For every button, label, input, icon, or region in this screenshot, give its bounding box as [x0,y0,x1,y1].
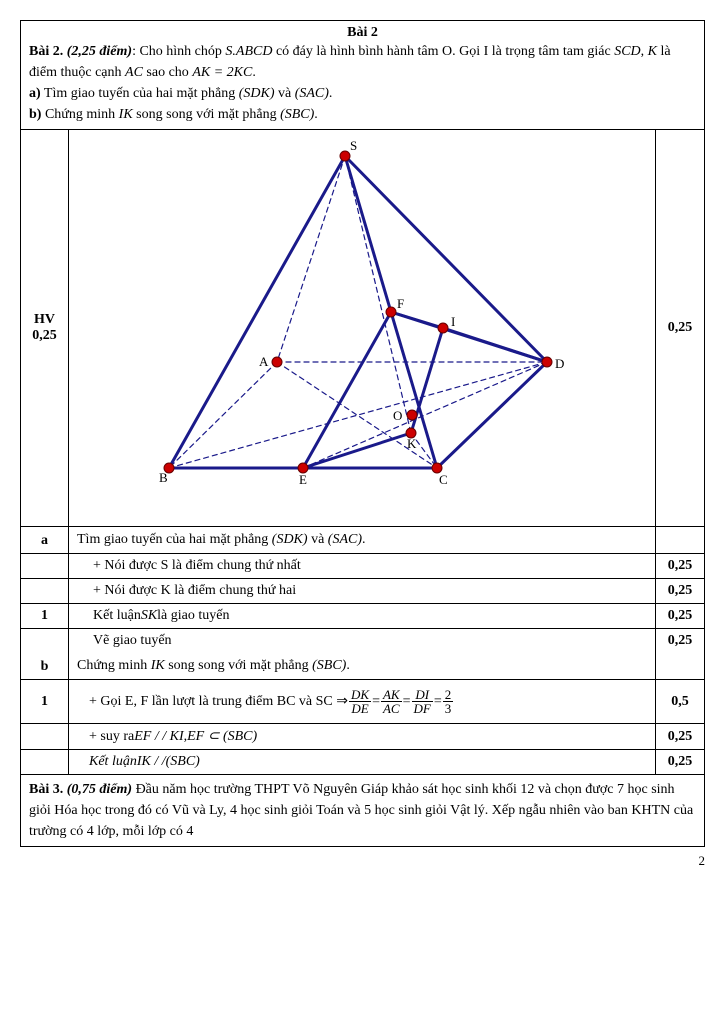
lesson-title: Bài 2 [29,25,696,41]
svg-text:S: S [350,138,357,153]
svg-text:I: I [451,314,455,329]
svg-text:O: O [393,408,402,423]
diagram-left-label: HV 0,25 [21,130,69,526]
section-a-subrow: 1 Kết luận SK là giao tuyến0,25 [21,604,704,629]
fraction-di-df: DIDF [412,688,433,715]
part-a-label: a) [29,86,41,101]
section-a-rows: + Nói được S là điểm chung thứ nhất0,25+… [21,554,704,653]
problem-3: Bài 3. (0,75 điểm) Đầu năm học trường TH… [21,775,704,846]
section-a-title: Tìm giao tuyến của hai mặt phẳng (SDK) v… [69,527,656,553]
section-b-label: b [21,653,69,679]
section-a-num: 1 [21,604,69,628]
svg-text:E: E [299,472,307,487]
section-b-row3: Kết luận IK / /(SBC) 0,25 [21,750,704,775]
fraction-2-3: 23 [443,688,454,715]
part-b-label: b) [29,107,41,122]
svg-text:A: A [259,354,269,369]
fraction-ak-ac: AKAC [381,688,402,715]
diagram-row: HV 0,25 S B E C D A OK F I 0,25 [21,130,704,527]
problem-header: Bài 2 Bài 2. (2,25 điểm): Cho hình chóp … [21,21,704,130]
section-a-subrow: Vẽ giao tuyến0,25 [21,629,704,653]
geometry-diagram: S B E C D A OK F I [127,138,597,518]
section-a-subrow: + Nói được S là điểm chung thứ nhất0,25 [21,554,704,579]
section-b-title: Chứng minh IK song song với mặt phẳng (S… [69,653,656,679]
section-b-num: 1 [21,680,69,723]
svg-text:B: B [159,470,168,485]
section-a-title-row: a Tìm giao tuyến của hai mặt phẳng (SDK)… [21,527,704,554]
diagram-right-pts: 0,25 [656,130,704,526]
section-b-title-row: b Chứng minh IK song song với mặt phẳng … [21,653,704,680]
page-number: 2 [20,853,705,869]
section-b-row1: 1 + Gọi E, F lần lượt là trung điểm BC v… [21,680,704,724]
section-b-row2: + suy ra EF / / KI , EF ⊂ (SBC) 0,25 [21,724,704,750]
svg-text:D: D [555,356,564,371]
diagram-cell: S B E C D A OK F I [69,130,656,526]
points-label: (2,25 điểm) [67,44,132,59]
section-a-subrow: + Nói được K là điểm chung thứ hai0,25 [21,579,704,604]
fraction-dk-de: DKDE [349,688,371,715]
svg-text:K: K [407,436,417,451]
svg-text:C: C [439,472,448,487]
problem-statement: Bài 2. (2,25 điểm): Cho hình chóp S.ABCD… [29,41,696,125]
page-container: Bài 2 Bài 2. (2,25 điểm): Cho hình chóp … [20,20,705,847]
section-a-label: a [21,527,69,553]
svg-text:F: F [397,296,404,311]
problem-label: Bài 2. [29,44,63,59]
